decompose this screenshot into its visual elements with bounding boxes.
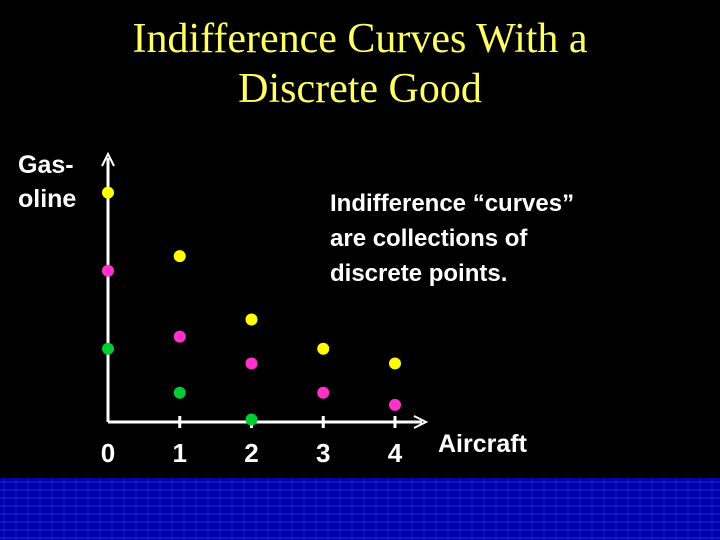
slide-title: Indifference Curves With a Discrete Good: [0, 14, 720, 114]
title-line-2: Discrete Good: [238, 66, 482, 112]
blue-band: [0, 478, 720, 540]
data-point: [245, 413, 258, 426]
data-point: [245, 313, 258, 326]
data-point: [317, 386, 330, 399]
y-axis-label-line-1: Gas-: [18, 151, 74, 179]
data-points: [102, 186, 401, 426]
annotation-line-3: discrete points.: [330, 260, 508, 287]
data-point: [102, 342, 114, 355]
data-point: [173, 386, 186, 399]
x-tick-label: 1: [173, 438, 187, 468]
annotation-text: Indifference “curves” are collections of…: [330, 186, 710, 291]
data-point: [389, 398, 401, 411]
annotation-line-2: are collections of: [330, 225, 528, 252]
data-point: [102, 186, 114, 199]
x-tick-label: 2: [244, 438, 258, 468]
y-axis-label-line-2: oline: [18, 185, 77, 213]
title-line-1: Indifference Curves With a: [132, 16, 588, 62]
blue-grid-band: [0, 478, 720, 540]
data-point: [389, 357, 401, 370]
x-axis-label: Aircraft: [438, 430, 527, 458]
y-axis-label: Gas- oline: [18, 148, 98, 216]
x-tick-label: 0: [101, 438, 115, 468]
x-ticks: 0 1 2 3 4: [101, 416, 403, 468]
axes: [101, 151, 429, 429]
x-axis-arrow: [413, 415, 429, 429]
data-point: [173, 250, 186, 263]
data-point: [102, 264, 114, 277]
data-point: [173, 330, 186, 343]
x-tick-label: 3: [316, 438, 330, 468]
x-tick-label: 4: [388, 438, 403, 468]
y-axis-arrow: [101, 151, 115, 167]
data-point: [317, 342, 330, 355]
annotation-line-1: Indifference “curves”: [330, 190, 575, 217]
data-point: [245, 357, 258, 370]
